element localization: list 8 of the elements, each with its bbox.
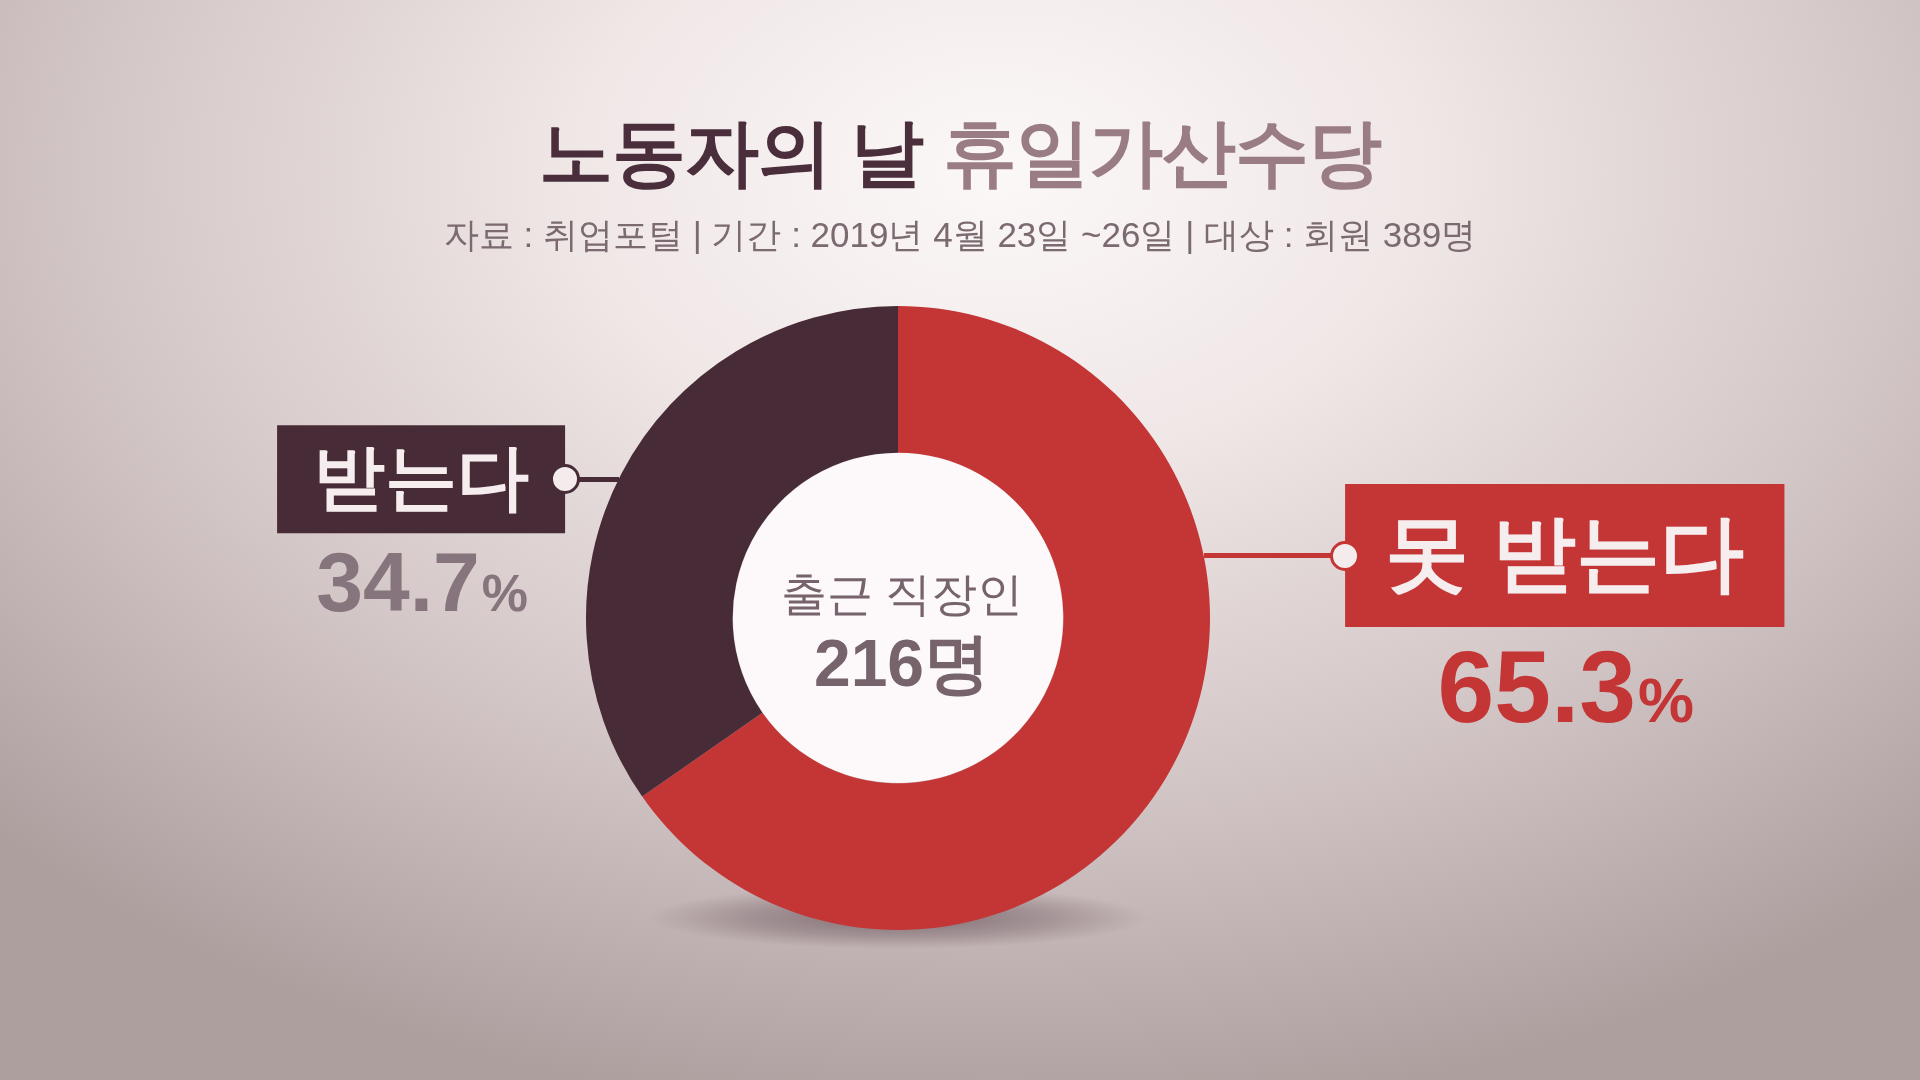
chart-title: 노동자의 날 휴일가산수당	[538, 111, 1382, 194]
chart-subtitle: 자료 : 취업포털 | 기간 : 2019년 4월 23일 ~26일 | 대상 : 회원 389명	[442, 214, 1478, 256]
text: 출근 직장인	[780, 568, 1024, 620]
text: 216명	[813, 626, 991, 700]
data-label: 65.3%	[1437, 629, 1695, 744]
legend-label: 못 받는다	[1385, 505, 1745, 600]
data-label: 34.7%	[316, 535, 528, 630]
slice-label: 받는다	[313, 437, 530, 518]
